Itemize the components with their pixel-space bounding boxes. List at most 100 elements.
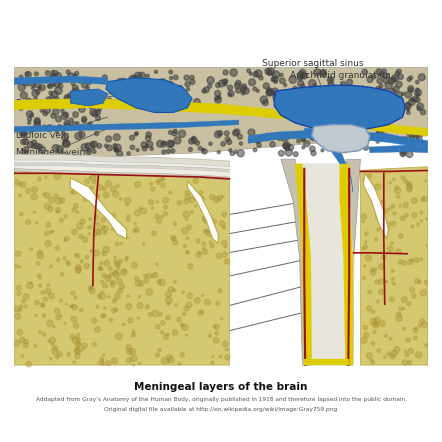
Circle shape [272,76,278,82]
Polygon shape [304,128,353,192]
Circle shape [309,146,315,152]
Circle shape [31,140,36,145]
Circle shape [391,77,396,82]
Circle shape [151,187,155,191]
Circle shape [76,337,80,341]
Circle shape [51,343,54,346]
Circle shape [401,297,407,302]
Circle shape [40,100,43,103]
Circle shape [401,152,405,156]
Circle shape [103,75,107,80]
Circle shape [107,275,110,278]
Circle shape [67,262,71,266]
Circle shape [396,315,402,321]
Circle shape [222,252,228,257]
Circle shape [399,307,402,311]
Circle shape [346,146,350,151]
Circle shape [103,192,109,198]
Circle shape [423,196,428,201]
Circle shape [41,290,45,294]
Circle shape [363,178,367,183]
Circle shape [131,87,137,93]
Circle shape [135,132,138,135]
Circle shape [64,95,70,101]
Circle shape [85,143,91,149]
Circle shape [17,329,23,335]
Circle shape [30,248,33,251]
Circle shape [410,142,417,149]
Polygon shape [14,168,229,365]
Circle shape [88,226,91,229]
Circle shape [384,95,389,101]
Circle shape [156,201,159,203]
Circle shape [283,145,288,149]
Circle shape [186,194,190,199]
Circle shape [362,247,365,250]
Circle shape [363,277,366,279]
Circle shape [114,148,119,152]
Polygon shape [14,168,229,180]
Circle shape [134,227,139,232]
Circle shape [102,362,105,366]
Circle shape [62,140,69,146]
Circle shape [193,99,200,106]
Circle shape [317,132,324,138]
Circle shape [54,194,58,198]
Circle shape [146,141,153,148]
Circle shape [92,180,96,184]
Circle shape [184,75,189,80]
Circle shape [222,240,227,246]
Circle shape [87,149,91,152]
Circle shape [151,274,154,278]
Circle shape [126,344,131,350]
Circle shape [418,324,422,328]
Circle shape [253,87,257,91]
Circle shape [112,213,116,217]
Circle shape [407,301,411,305]
Circle shape [398,74,404,80]
Polygon shape [187,181,218,244]
Circle shape [371,310,375,314]
Circle shape [297,76,303,80]
Circle shape [168,95,172,99]
Circle shape [95,234,96,236]
Circle shape [162,141,166,145]
Circle shape [214,197,220,202]
Circle shape [343,90,349,96]
Circle shape [270,141,275,147]
Circle shape [79,129,82,131]
Circle shape [46,71,50,75]
Circle shape [207,231,213,237]
Circle shape [215,97,221,103]
Text: Pia mater: Pia mater [131,202,306,232]
Circle shape [173,129,177,133]
Circle shape [144,274,147,278]
Circle shape [126,256,128,259]
Circle shape [375,268,377,270]
Circle shape [415,88,419,92]
Circle shape [160,331,164,334]
Circle shape [418,281,421,284]
Circle shape [389,78,395,84]
Circle shape [389,297,394,302]
Circle shape [221,195,224,198]
Circle shape [92,173,95,176]
Circle shape [215,332,218,335]
Circle shape [115,293,120,299]
Circle shape [55,354,59,358]
Circle shape [175,304,178,306]
Circle shape [274,91,279,96]
Circle shape [135,280,141,286]
Circle shape [406,181,410,186]
Circle shape [136,149,139,152]
Circle shape [283,143,289,149]
Circle shape [285,146,290,151]
Circle shape [256,89,259,92]
Circle shape [171,236,175,240]
Circle shape [20,92,27,99]
Text: Cortical vein: Cortical vein [16,159,117,173]
Circle shape [53,325,55,328]
Circle shape [405,91,412,98]
Circle shape [416,135,419,139]
Circle shape [71,82,75,86]
